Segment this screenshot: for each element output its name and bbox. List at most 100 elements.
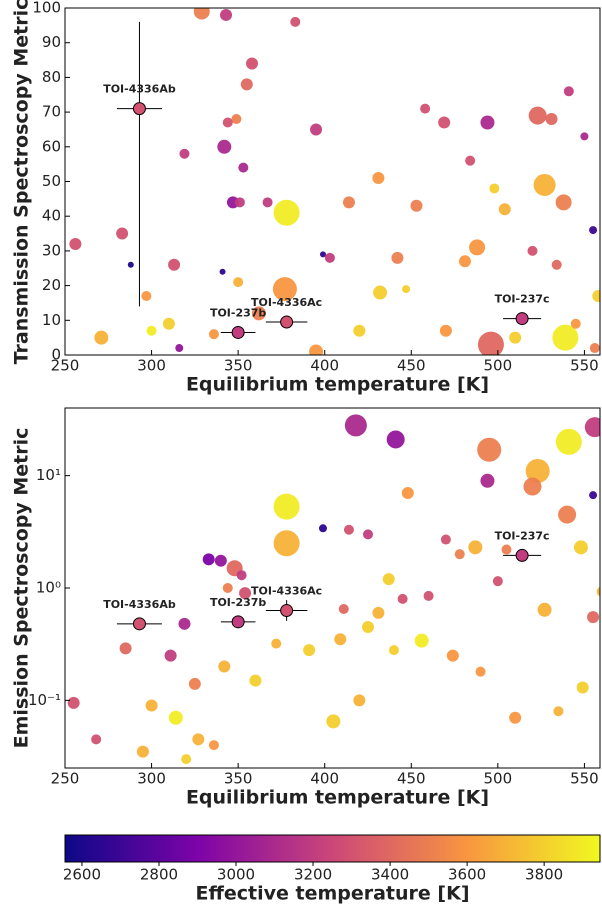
planet-point <box>324 252 335 263</box>
planet-point <box>458 255 471 268</box>
planet-point <box>537 602 552 617</box>
planet-point <box>249 674 262 687</box>
planet-point <box>401 487 414 500</box>
planet-point <box>477 331 504 355</box>
planet-point <box>214 554 227 567</box>
planet-point <box>361 620 374 633</box>
planet-point <box>423 590 434 601</box>
highlight-label: TOI-237b <box>210 306 266 319</box>
planet-point <box>498 203 511 216</box>
x-tick-label: 400 <box>310 357 339 375</box>
planet-point <box>552 324 579 351</box>
x-tick-label: 350 <box>224 357 253 375</box>
y-axis-label: Emission Spectroscopy Metric <box>11 428 33 749</box>
planet-point <box>251 306 266 321</box>
planet-point <box>402 285 411 294</box>
y-tick-label: 10⁰ <box>36 579 61 597</box>
planet-point <box>440 534 451 545</box>
planet-point <box>303 644 316 657</box>
highlight-point <box>132 102 146 116</box>
planet-point <box>222 117 233 128</box>
planet-point <box>236 570 247 581</box>
planet-point <box>273 199 300 226</box>
planet-point <box>127 261 134 268</box>
planet-point <box>386 430 405 449</box>
planet-point <box>475 666 486 677</box>
planet-point <box>343 524 354 535</box>
planet-point <box>492 576 503 587</box>
planet-point <box>218 660 231 673</box>
planet-point <box>501 544 512 555</box>
plot-area <box>69 8 600 355</box>
planet-point <box>558 505 577 524</box>
planet-point <box>208 740 219 751</box>
planet-point <box>454 549 465 560</box>
planet-point <box>164 649 177 662</box>
planet-point <box>414 633 429 648</box>
highlight-label: TOI-4336Ac <box>251 585 322 598</box>
plot-area <box>67 414 600 765</box>
y-tick-label: 10 <box>42 311 61 329</box>
planet-point <box>525 458 550 483</box>
planet-point <box>446 649 459 662</box>
planet-point <box>580 132 589 141</box>
planet-point <box>353 694 366 707</box>
planet-point <box>231 114 242 125</box>
highlight-point <box>515 312 529 326</box>
colorbar <box>64 834 601 863</box>
planet-point <box>596 586 600 597</box>
x-axis-label: Equilibrium temperature [K] <box>186 787 489 809</box>
planet-point <box>592 290 600 303</box>
highlight-label: TOI-237b <box>210 596 266 609</box>
planet-point <box>342 196 355 209</box>
planet-point <box>262 197 273 208</box>
planet-point <box>91 734 102 745</box>
highlight-label: TOI-4336Ab <box>103 83 176 96</box>
planet-point <box>69 237 82 250</box>
planet-point <box>480 473 495 488</box>
planet-point <box>397 593 408 604</box>
planet-point <box>469 239 486 256</box>
planet-point <box>439 324 452 337</box>
planet-point <box>589 226 598 235</box>
planet-point <box>240 78 253 91</box>
x-tick-label: 450 <box>397 357 426 375</box>
planet-point <box>388 645 399 656</box>
planet-point <box>136 745 149 758</box>
planet-point <box>555 428 582 455</box>
x-tick-label: 250 <box>51 357 80 375</box>
planet-point <box>372 172 385 185</box>
planet-point <box>563 86 574 97</box>
planet-point <box>545 113 558 126</box>
planet-point <box>318 524 327 533</box>
y-tick-label: 30 <box>42 241 61 259</box>
colorbar-tick-label: 2800 <box>140 866 178 884</box>
planet-point <box>271 638 282 649</box>
planet-point <box>477 437 502 462</box>
planet-point <box>222 583 233 593</box>
x-tick-label: 250 <box>51 770 80 788</box>
planet-point <box>589 343 600 354</box>
x-axis-label: Equilibrium temperature [K] <box>186 374 489 396</box>
highlight-label: TOI-237c <box>495 293 550 306</box>
planet-point <box>528 106 547 125</box>
planet-point <box>119 642 132 655</box>
planet-point <box>290 16 301 27</box>
x-tick-label: 300 <box>137 770 166 788</box>
planet-point <box>168 258 181 271</box>
planet-point <box>584 417 600 438</box>
planet-point <box>181 754 192 765</box>
planet-point <box>438 116 451 129</box>
planet-point <box>272 277 297 302</box>
planet-point <box>188 677 201 690</box>
planet-point <box>192 733 205 746</box>
planet-point <box>146 325 157 336</box>
planet-point <box>309 344 324 355</box>
x-tick-label: 400 <box>310 770 339 788</box>
planet-point <box>509 331 522 344</box>
x-tick-label: 550 <box>570 357 599 375</box>
y-tick-label: 10⁻¹ <box>28 691 61 709</box>
y-tick-label: 80 <box>42 68 61 86</box>
planet-point <box>208 329 219 340</box>
